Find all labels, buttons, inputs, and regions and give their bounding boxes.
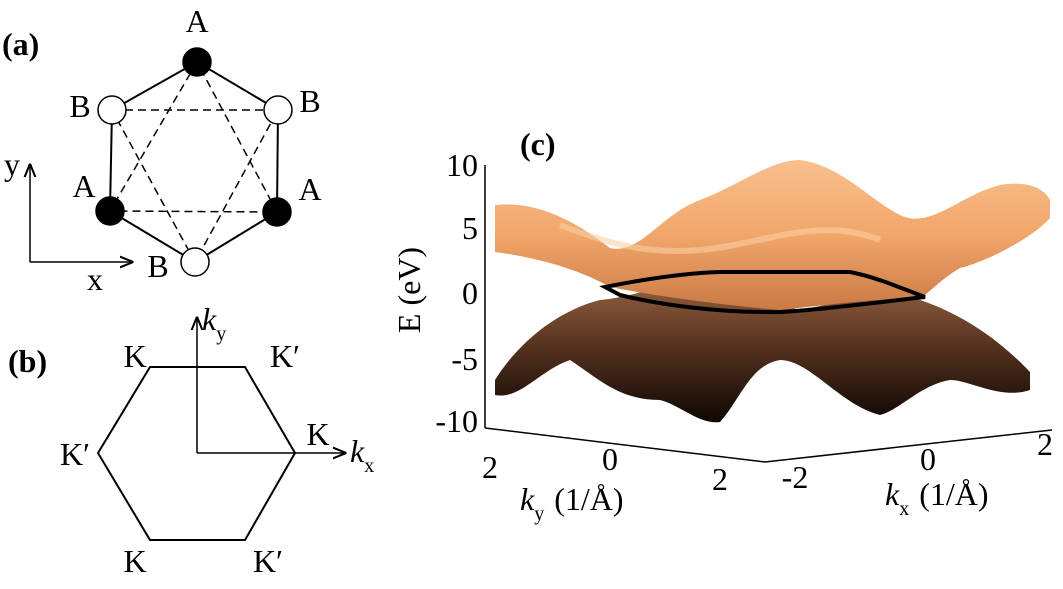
axis-title: ky (1/Å) [520,481,624,525]
axis-label: kx [350,433,374,477]
tick-label: 0 [920,441,936,477]
tick-label: -10 [435,403,478,439]
axis-subscript: x [899,498,909,520]
k-axes [484,427,1053,463]
axis-title: kx (1/Å) [885,476,989,520]
panel-label: (c) [520,126,556,162]
atoms [95,47,293,277]
axis-subscript: x [364,455,374,477]
site-label: A [298,171,321,207]
axis-symbol: k [885,476,900,512]
dirac-contour [599,270,926,315]
surface-highlight [558,222,882,254]
panel-label: (b) [8,343,47,379]
site-label: B [147,248,168,284]
tick-label: -2 [782,459,809,495]
site-label: A [185,3,208,39]
point-label: K′ [253,543,283,579]
point-label: K [306,416,329,452]
brillouin-zone [96,366,297,541]
panel-label: (a) [2,26,39,62]
tick-label: 0 [602,441,618,477]
site-label: B [299,83,320,119]
axis-symbol: k [520,481,535,517]
axis-subscript: y [534,503,544,525]
site-label: A [72,168,95,204]
axis-title: E (eV) [391,247,427,333]
tick-label: 5 [462,210,478,246]
axis-unit: (1/Å) [919,476,988,512]
tick-label: 2 [482,449,498,485]
tick-label: 10 [446,147,478,183]
sublattice-triangles [108,60,280,264]
axis-label: x [87,261,103,297]
panel-a: (a) A B B A A B y x [2,3,322,297]
hexagon [108,60,280,264]
panel-c: (c) 10 5 0 -5 -10 E (eV) 2 0 2 ky (1/Å) -… [391,126,1053,525]
tick-label: 2 [712,461,728,497]
valence-band [495,275,1030,423]
point-label: K [123,338,146,374]
site-label: B [69,88,90,124]
point-label: K′ [60,436,90,472]
axis-label: ky [202,301,226,345]
tick-label: 0 [462,275,478,311]
axis-symbol: k [202,301,217,337]
panel-b: (b) ky kx K K′ K′ K K K′ [8,301,374,579]
point-label: K [123,543,146,579]
axis-symbol: k [350,433,365,469]
axis-unit: (1/Å) [554,481,623,517]
tick-label: 2 [1037,426,1053,462]
tick-label: -5 [451,341,478,377]
point-label: K′ [270,338,300,374]
energy-ticks: 10 5 0 -5 -10 [435,147,478,439]
axis-subscript: y [216,323,226,345]
axis-label: y [4,146,20,182]
